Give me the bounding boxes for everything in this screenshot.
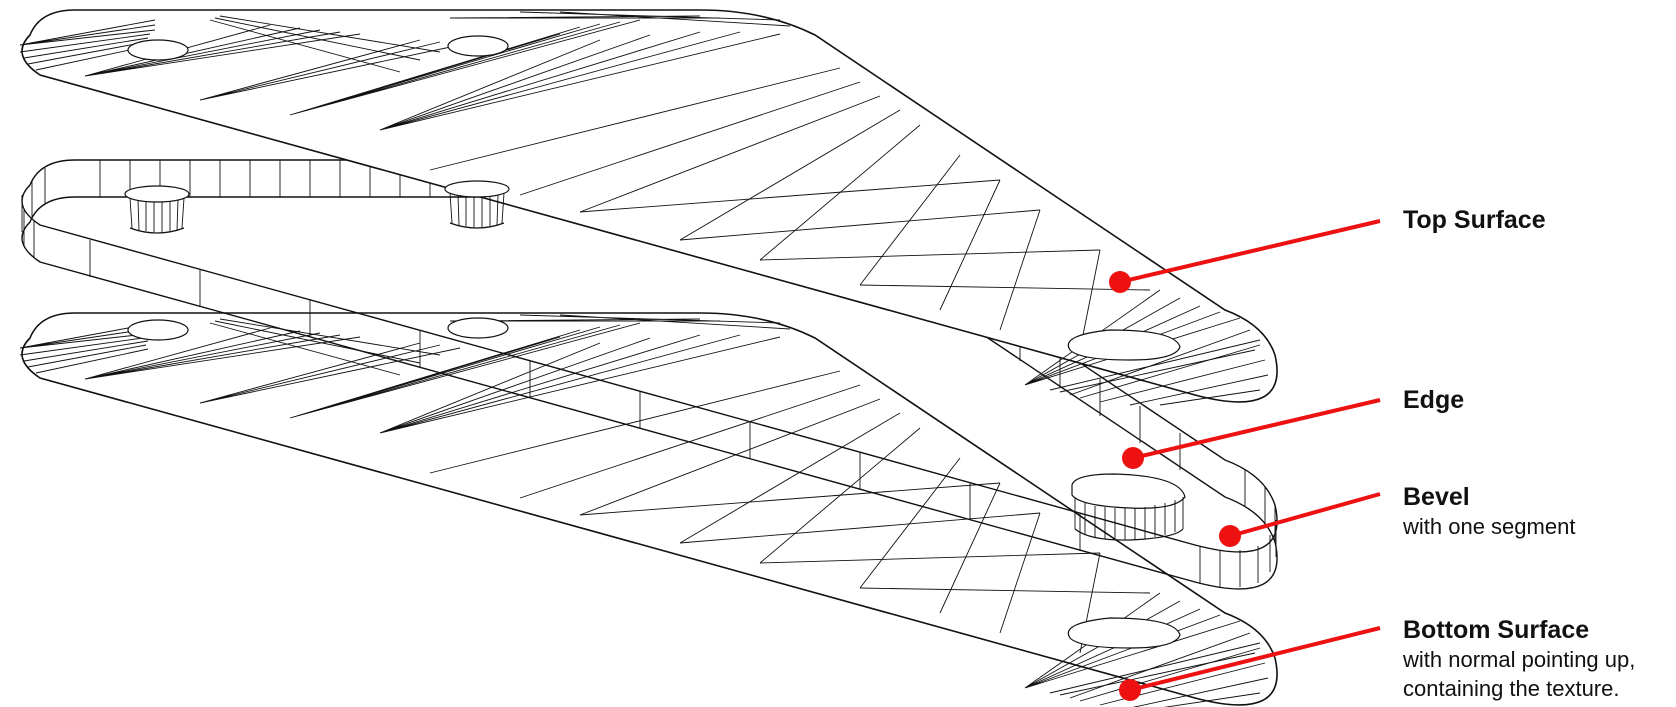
bottom-surface-subtitle-1: with normal pointing up, xyxy=(1403,647,1636,672)
bevel-label: Bevel with one segment xyxy=(1403,482,1575,541)
top-surface-mesh xyxy=(19,9,1278,406)
bottom-surface-subtitle-2: containing the texture. xyxy=(1403,676,1620,701)
top-surface-label: Top Surface xyxy=(1403,205,1546,235)
top-surface-title: Top Surface xyxy=(1403,206,1546,234)
callout-top-surface xyxy=(1109,219,1381,293)
edge-label: Edge xyxy=(1403,385,1464,415)
bottom-surface-title: Bottom Surface xyxy=(1403,616,1590,644)
callout-bottom-surface xyxy=(1119,626,1381,701)
edge-title: Edge xyxy=(1403,386,1465,414)
bottom-surface-label: Bottom Surface with normal pointing up, … xyxy=(1403,615,1635,703)
bottom-surface-mesh xyxy=(19,312,1278,707)
callout-bevel xyxy=(1219,492,1381,547)
bevel-title: Bevel xyxy=(1403,483,1470,511)
bevel-hole-cylinders xyxy=(124,180,1186,541)
callout-edge xyxy=(1122,398,1381,469)
bevel-subtitle: with one segment xyxy=(1403,514,1576,539)
